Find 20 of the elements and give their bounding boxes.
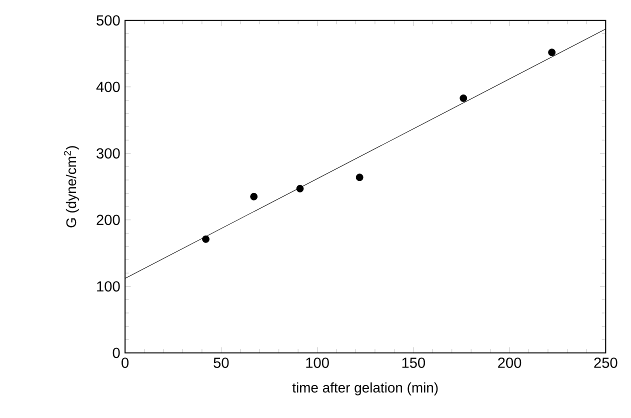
point bbox=[460, 94, 468, 102]
x-tick-label: 50 bbox=[214, 358, 229, 368]
y-tick-label: 400 bbox=[96, 82, 120, 92]
y-tick-label: 300 bbox=[96, 148, 120, 159]
x-tick-label: 150 bbox=[402, 358, 426, 368]
point bbox=[202, 236, 210, 243]
point bbox=[356, 174, 364, 182]
x-tick-label: 250 bbox=[594, 358, 618, 368]
y-axis-title: G (dyne/cm$^{2}$) bbox=[64, 146, 79, 228]
point bbox=[548, 48, 556, 56]
x-axis-title: time after gelation (min) bbox=[292, 382, 438, 396]
point bbox=[250, 192, 258, 200]
x-tick-label: 100 bbox=[306, 358, 329, 368]
point bbox=[296, 184, 304, 192]
x-tick-label: 200 bbox=[498, 358, 522, 368]
y-tick-label: 100 bbox=[97, 281, 120, 292]
y-tick-label: 200 bbox=[96, 214, 120, 226]
x-tick-label: 0 bbox=[122, 358, 129, 368]
y-tick-label: 500 bbox=[96, 15, 120, 26]
y-tick-label: 0 bbox=[112, 348, 120, 358]
